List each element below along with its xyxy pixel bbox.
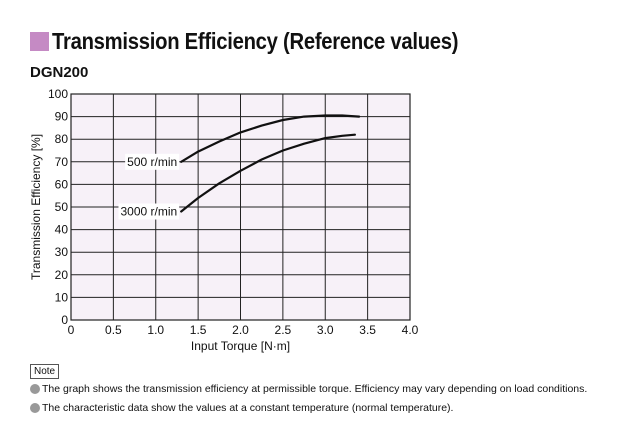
y-tick-label: 10 xyxy=(55,290,69,304)
x-tick-label: 0 xyxy=(68,323,75,337)
bullet-icon xyxy=(30,384,40,394)
y-tick-label: 80 xyxy=(55,132,69,146)
x-tick-label: 3.0 xyxy=(317,323,334,337)
series-label: 500 r/min xyxy=(127,155,177,169)
x-tick-label: 2.0 xyxy=(232,323,249,337)
y-axis-label: Transmission Efficiency [%] xyxy=(29,134,43,280)
series-label: 3000 r/min xyxy=(120,205,177,219)
y-tick-label: 30 xyxy=(55,245,69,259)
x-tick-label: 4.0 xyxy=(402,323,419,337)
series-label-background xyxy=(118,203,180,220)
x-tick-label: 1.5 xyxy=(190,323,207,337)
y-tick-label: 40 xyxy=(55,223,69,237)
x-tick-label: 2.5 xyxy=(275,323,292,337)
note-item: The graph shows the transmission efficie… xyxy=(30,383,587,395)
y-tick-label: 60 xyxy=(55,177,69,191)
y-tick-label: 20 xyxy=(55,268,69,282)
y-tick-label: 70 xyxy=(55,155,69,169)
plot-border xyxy=(70,93,411,321)
y-tick-label: 50 xyxy=(55,200,69,214)
y-tick-label: 90 xyxy=(55,110,69,124)
title-text: Transmission Efficiency (Reference value… xyxy=(52,28,459,54)
series-line-1 xyxy=(180,133,356,213)
note-item: The characteristic data show the values … xyxy=(30,402,453,414)
note-badge: Note xyxy=(30,364,60,379)
note-text: The characteristic data show the values … xyxy=(42,402,454,414)
efficiency-chart: 0 0.5 1.0 1.5 2.0 2.5 3.0 3.5 4.0 0 10 20 30 40 50 60 70… xyxy=(29,87,419,353)
y-tick-label: 0 xyxy=(61,313,68,327)
model-label: DGN200 xyxy=(30,64,89,81)
series-line-0 xyxy=(180,114,361,163)
bullet-icon xyxy=(30,403,40,413)
y-tick-label: 100 xyxy=(48,87,68,101)
x-tick-label: 1.0 xyxy=(147,323,164,337)
title-accent-square xyxy=(30,32,49,51)
x-tick-label: 3.5 xyxy=(359,323,376,337)
x-tick-label: 0.5 xyxy=(105,323,122,337)
page-title: Transmission Efficiency (Reference value… xyxy=(30,28,514,55)
note-text: The graph shows the transmission efficie… xyxy=(42,383,588,395)
x-axis-label: Input Torque [N·m] xyxy=(191,339,290,353)
series-label-background xyxy=(125,153,180,170)
